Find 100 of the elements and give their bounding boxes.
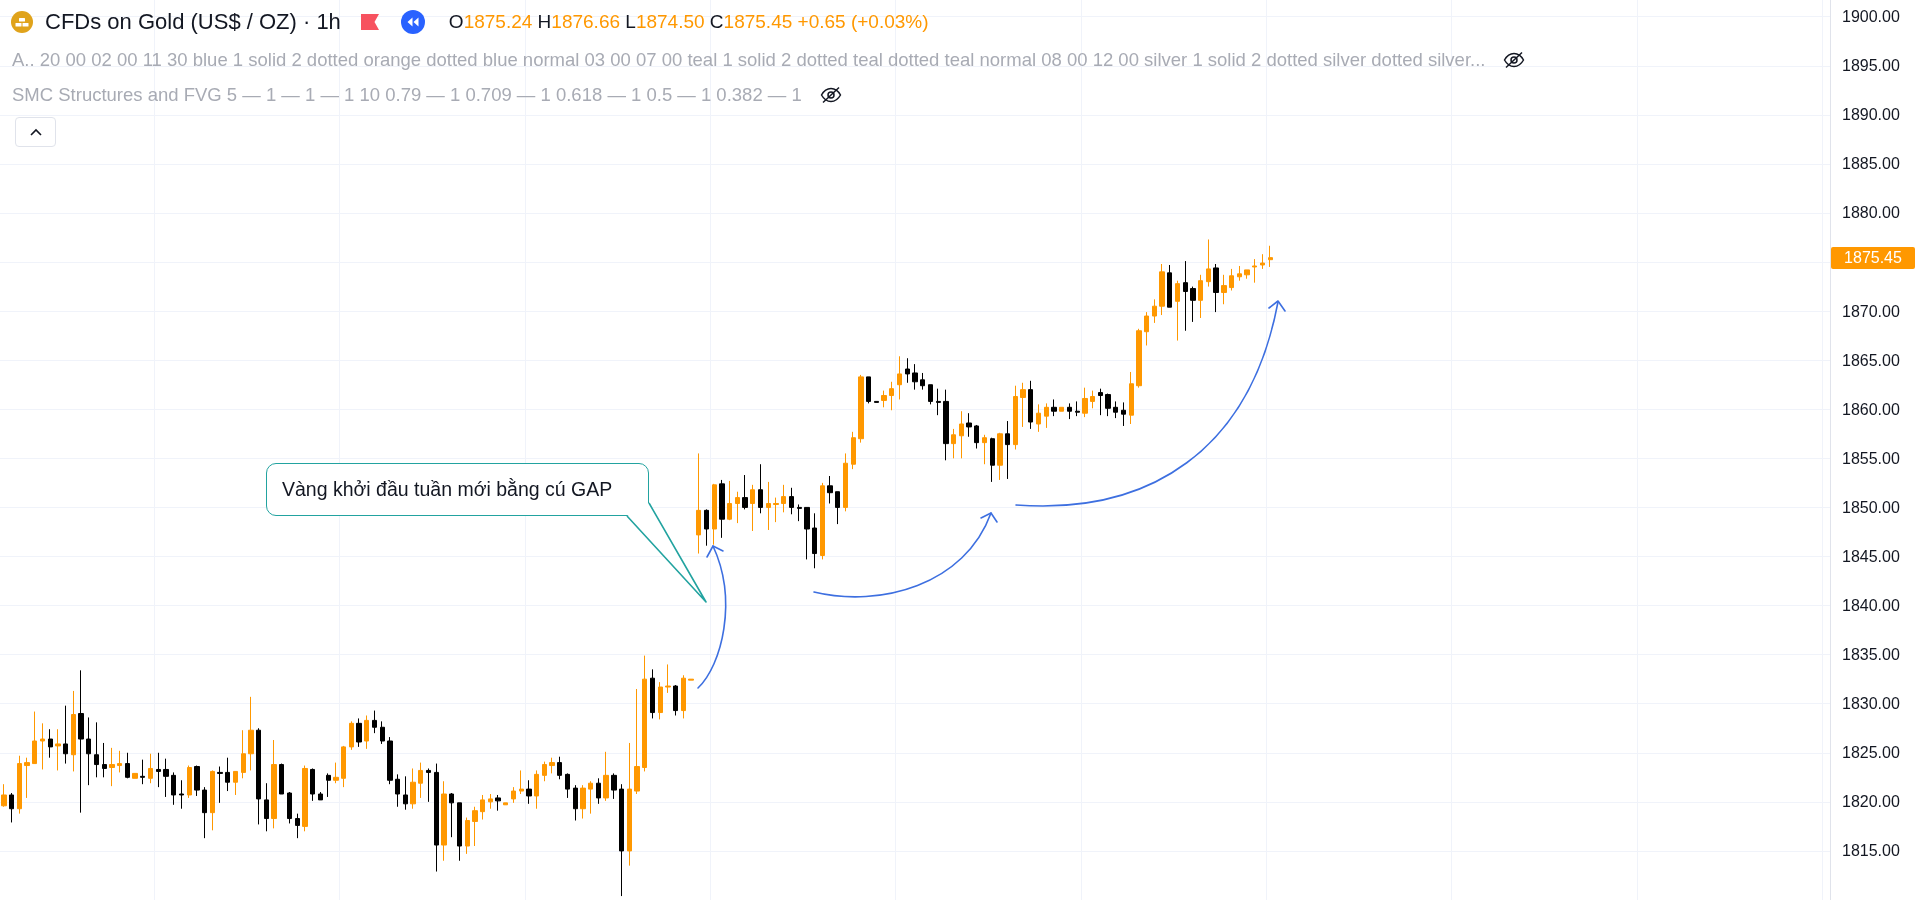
candlestick (495, 794, 501, 812)
candlestick (549, 757, 555, 774)
candlestick (480, 794, 485, 821)
candlestick (519, 769, 524, 795)
candlestick (349, 720, 354, 751)
candlestick (943, 389, 949, 461)
candlestick (912, 363, 918, 391)
candlestick (326, 772, 331, 798)
y-tick-label: 1825.00 (1842, 744, 1900, 762)
candlestick (17, 755, 22, 815)
candlestick (580, 784, 586, 820)
candlestick (1229, 268, 1234, 292)
candlestick (1075, 400, 1080, 417)
candlestick (851, 431, 856, 470)
candlestick (248, 696, 254, 771)
candlestick (48, 728, 53, 759)
candlestick (457, 802, 462, 862)
candlestick (835, 491, 840, 525)
candlestick (611, 772, 617, 800)
candlestick (1, 783, 7, 808)
y-tick-label: 1900.00 (1842, 8, 1900, 26)
candlestick (356, 717, 362, 748)
candlestick (1213, 263, 1219, 313)
candlestick (1159, 263, 1165, 316)
candlestick (410, 767, 416, 810)
annotation: O1875.24 H1876.66 L1874.50 C1875.45 +0.65 (+0.03%) (448, 11, 929, 32)
candlestick (271, 739, 277, 829)
candlestick (766, 481, 771, 531)
candlestick (418, 762, 423, 799)
candlestick (742, 474, 748, 510)
candlestick (86, 716, 91, 786)
candlestick (202, 786, 207, 839)
candlestick (55, 728, 61, 771)
candlestick (843, 452, 848, 512)
text: 1875.45 (1831, 246, 1915, 269)
candlestick (650, 668, 655, 719)
candlestick (673, 684, 678, 716)
candlestick (1090, 390, 1095, 409)
candlestick (210, 769, 215, 831)
candlestick (488, 793, 493, 810)
candlestick (109, 747, 115, 787)
candlestick (318, 791, 323, 801)
candlestick (434, 763, 439, 873)
candlestick (333, 762, 339, 784)
candlestick (372, 710, 377, 734)
candlestick (936, 388, 941, 416)
candlestick (681, 674, 686, 719)
candlestick (310, 767, 315, 802)
candlestick (773, 497, 779, 523)
candlestick (596, 777, 601, 805)
candlestick (194, 765, 200, 797)
candlestick (1183, 260, 1188, 332)
candlestick (704, 508, 709, 547)
candlestick (642, 655, 647, 772)
candlestick (897, 355, 902, 400)
candlestick (1167, 264, 1172, 308)
candlestick (9, 792, 14, 823)
candlestick (1252, 258, 1257, 284)
candlestick (225, 757, 230, 792)
candlestick (688, 678, 694, 681)
candlestick (1005, 420, 1010, 480)
candlestick (1044, 402, 1049, 429)
candlestick (1190, 286, 1196, 323)
candlestick (1067, 402, 1072, 420)
candlestick (241, 729, 246, 779)
candlestick (905, 357, 910, 384)
candlestick (264, 782, 269, 832)
candlestick (866, 376, 871, 404)
candlestick (1105, 393, 1111, 417)
candlestick (364, 714, 369, 750)
candlestick (148, 753, 153, 784)
candlestick (526, 779, 532, 805)
candlestick (295, 813, 300, 839)
y-tick-label: 1865.00 (1842, 351, 1900, 369)
candlestick (827, 475, 833, 504)
candlestick (665, 663, 671, 694)
y-tick-label: 1885.00 (1842, 155, 1900, 173)
candlestick (441, 780, 447, 862)
candlestick (951, 428, 956, 459)
candlestick (974, 424, 979, 450)
candlestick (40, 722, 45, 770)
y-tick-label: 1830.00 (1842, 695, 1900, 713)
candlestick (395, 773, 400, 808)
candlestick (78, 669, 84, 814)
candlestick (102, 742, 107, 778)
candlestick (1221, 274, 1227, 305)
y-tick-label: 1845.00 (1842, 547, 1900, 565)
candlestick (1113, 400, 1118, 419)
candlestick (1051, 398, 1057, 417)
candlestick (812, 512, 817, 569)
candlestick (1036, 403, 1041, 433)
candlestick (1028, 380, 1033, 430)
y-tick-label: 1835.00 (1842, 646, 1900, 664)
annotation: Vàng khởi đầu tuần mới bằng cú GAP (266, 463, 649, 516)
candlestick (804, 506, 810, 560)
candlestick (1244, 269, 1250, 280)
y-tick-label: 1855.00 (1842, 449, 1900, 467)
candlestick (287, 791, 292, 824)
candlestick (874, 400, 879, 403)
candlestick (966, 412, 972, 438)
